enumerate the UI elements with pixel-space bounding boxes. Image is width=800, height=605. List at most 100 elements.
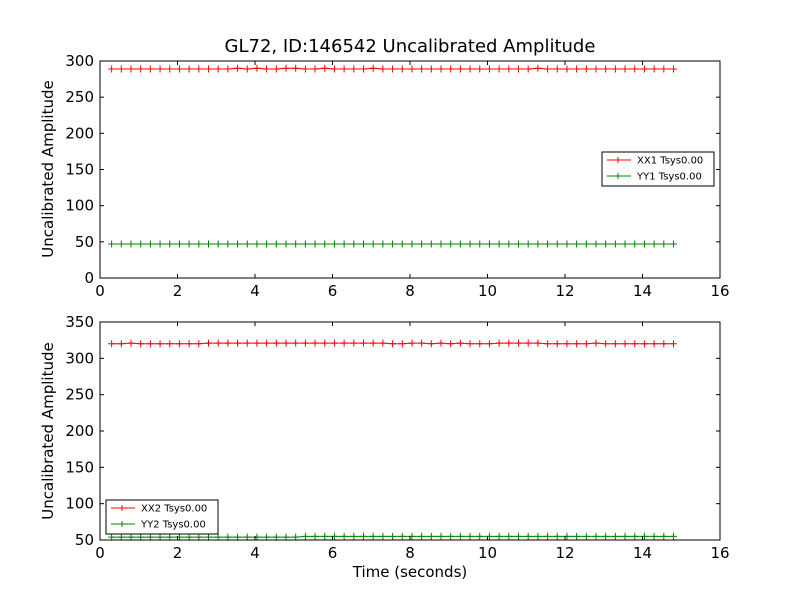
legend-label-xx2: XX2 Tsys0.00 — [141, 504, 207, 515]
top-series-1-point — [321, 64, 329, 72]
bottom-series-2-point — [214, 533, 222, 541]
bottom-series-2-point — [631, 532, 639, 540]
top-series-2-point — [515, 240, 522, 248]
top-x-tick-label: 0 — [95, 282, 105, 300]
top-series-1-point — [447, 65, 455, 73]
bottom-series-2-point — [398, 532, 406, 540]
bottom-series-2-point — [389, 532, 397, 540]
bottom-series-1-point — [146, 340, 154, 348]
top-series-1-point — [602, 65, 610, 73]
bottom-series-2-point — [427, 532, 435, 540]
bottom-series-1-point — [175, 340, 183, 348]
bottom-series-2-point — [360, 532, 367, 540]
bottom-series-2-point — [272, 533, 280, 541]
top-series-1-point — [195, 65, 203, 73]
top-y-axis-label: Uncalibrated Amplitude — [39, 80, 57, 257]
bottom-series-1-point — [650, 340, 658, 348]
bottom-x-tick-label: 2 — [173, 544, 183, 562]
top-series-2-point — [175, 240, 183, 248]
top-y-tick-label: 200 — [65, 124, 94, 142]
top-series-1-point — [360, 65, 367, 73]
bottom-x-tick-label: 10 — [478, 544, 497, 562]
bottom-series-1-point — [515, 339, 522, 347]
bottom-series-2-point — [534, 532, 542, 540]
top-series-1-point — [563, 65, 571, 73]
top-series-1-point — [418, 65, 426, 73]
top-series-1-point — [369, 64, 377, 72]
top-series-2-point — [437, 240, 445, 248]
top-series-2-point — [127, 240, 135, 248]
top-series-1-point — [340, 65, 348, 73]
bottom-series-1-point — [495, 339, 503, 347]
bottom-series-2-point — [611, 532, 619, 540]
bottom-series-2-point — [185, 533, 193, 541]
top-series-2-point — [185, 240, 193, 248]
top-series-2-point — [146, 240, 154, 248]
bottom-series-1-point — [127, 339, 135, 347]
top-series-2-point — [292, 240, 300, 248]
bottom-series-1-point — [592, 339, 600, 347]
bottom-series-1-point — [321, 339, 329, 347]
legend-label-yy2: YY2 Tsys0.00 — [140, 520, 206, 531]
top-series-1-point — [573, 65, 581, 73]
bottom-series-2-point — [292, 533, 300, 541]
bottom-series-1-point — [253, 339, 261, 347]
top-series-2-point — [573, 240, 581, 248]
top-series-2-point — [534, 240, 542, 248]
bottom-series-2-point — [243, 533, 251, 541]
top-series-2-point — [340, 240, 348, 248]
top-series-2-point — [495, 240, 503, 248]
legend-marker-yy1 — [615, 173, 621, 179]
top-y-tick-label: 0 — [84, 269, 94, 287]
bottom-series-2-point — [447, 532, 455, 540]
top-legend-box — [601, 151, 715, 187]
bottom-series-1-point — [640, 340, 648, 348]
top-series-1-point — [515, 65, 522, 73]
top-series-1-point — [621, 65, 629, 73]
top-series-1-point — [640, 65, 648, 73]
legend-marker-yy2 — [119, 521, 125, 527]
top-series-2-point — [592, 240, 600, 248]
top-series-1-point — [660, 65, 668, 73]
bottom-series-1-point — [505, 339, 513, 347]
bottom-series-1-point — [272, 339, 280, 347]
top-series-2-point — [137, 240, 145, 248]
top-series-2-point — [379, 240, 387, 248]
bottom-series-1-point — [156, 340, 164, 348]
chart-title: GL72, ID:146542 Uncalibrated Amplitude — [225, 36, 596, 57]
top-x-tick-label: 16 — [710, 282, 729, 300]
bottom-series-2-point — [476, 532, 484, 540]
top-series-1-point — [650, 65, 658, 73]
top-subplot: GL72, ID:146542 Uncalibrated Amplitude U… — [39, 36, 730, 300]
bottom-series-1-point — [301, 339, 309, 347]
top-y-tick-label: 100 — [65, 197, 94, 215]
top-x-tick-label: 6 — [328, 282, 338, 300]
bottom-series-1-point — [350, 339, 358, 347]
top-series-2-point — [670, 240, 677, 248]
top-series-1-point — [389, 65, 397, 73]
top-series-1-point — [330, 65, 338, 73]
bottom-series-1-point — [224, 339, 232, 347]
top-series-2-point — [282, 240, 290, 248]
top-series-2-point — [272, 240, 280, 248]
bottom-series-2-point — [660, 532, 668, 540]
bottom-series-2-point — [195, 533, 203, 541]
bottom-series-2-point — [369, 532, 377, 540]
top-y-tick-label: 300 — [65, 52, 94, 70]
bottom-series-2-point — [263, 533, 271, 541]
bottom-y-tick-label: 350 — [65, 313, 94, 331]
top-series-1-point — [544, 65, 552, 73]
bottom-series-1-point — [185, 340, 193, 348]
bottom-series-2-point — [621, 532, 629, 540]
top-series-2-point — [234, 240, 242, 248]
bottom-series-2-point — [234, 533, 242, 541]
bottom-series-2-point — [544, 532, 552, 540]
top-series-2-point — [602, 240, 610, 248]
bottom-series-2-point — [166, 533, 174, 541]
bottom-y-tick-label: 250 — [65, 386, 94, 404]
bottom-series-1-point — [166, 340, 174, 348]
top-series-1-point — [263, 65, 271, 73]
bottom-series-1-point — [582, 340, 590, 348]
top-plot-area — [108, 64, 677, 248]
